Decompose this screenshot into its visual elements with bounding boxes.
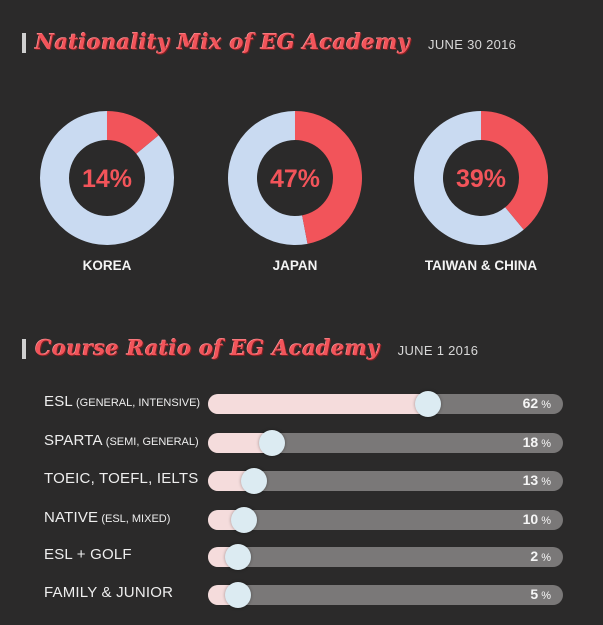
bar-value-number: 10 bbox=[522, 511, 539, 527]
bar-category-note: (SEMI, GENERAL) bbox=[102, 436, 199, 448]
bar-row: SPARTA (SEMI, GENERAL) 18% bbox=[0, 427, 603, 457]
donut-rest-0 bbox=[40, 111, 175, 245]
bar-knob bbox=[241, 468, 268, 494]
donut-slice-1 bbox=[295, 111, 362, 244]
bar-value-number: 62 bbox=[522, 395, 539, 411]
bar-value-unit: % bbox=[541, 438, 551, 450]
course-header: Course Ratio of EG Academy JUNE 1 2016 bbox=[22, 337, 478, 359]
bar-track: 10% bbox=[208, 507, 563, 533]
bar-value-label: 5% bbox=[530, 586, 551, 602]
bar-category-label: FAMILY & JUNIOR bbox=[44, 584, 173, 601]
bar-category-label: ESL (GENERAL, INTENSIVE) bbox=[44, 393, 200, 410]
donut-slice-2 bbox=[481, 111, 548, 230]
bar-row: TOEIC, TOEFL, IELTS 13% bbox=[0, 465, 603, 495]
bar-knob bbox=[225, 544, 251, 570]
nationality-header: Nationality Mix of EG Academy JUNE 30 20… bbox=[22, 31, 516, 53]
bar-category-label: NATIVE (ESL, MIXED) bbox=[44, 509, 170, 526]
donut-category-label: KOREA bbox=[82, 258, 132, 273]
bar-track: 5% bbox=[208, 582, 563, 608]
bar-category-label: ESL + GOLF bbox=[44, 546, 132, 563]
bar-value-label: 13% bbox=[523, 472, 551, 488]
bar-value-label: 18% bbox=[523, 434, 551, 450]
bar-category-name: NATIVE bbox=[44, 509, 99, 526]
donut-value-label: 47% bbox=[270, 165, 320, 193]
bar-value-label: 10% bbox=[523, 511, 551, 527]
bar-track: 18% bbox=[208, 430, 563, 456]
bar-value-label: 62% bbox=[523, 395, 551, 411]
bar-category-name: FAMILY & JUNIOR bbox=[44, 584, 174, 601]
bar-row: ESL (GENERAL, INTENSIVE) 62% bbox=[0, 388, 603, 418]
donut-rest-2 bbox=[413, 111, 524, 245]
bar-value-number: 13 bbox=[522, 472, 539, 488]
bar-category-note: (ESL, MIXED) bbox=[98, 513, 171, 525]
bar-value-unit: % bbox=[541, 476, 551, 488]
bar-knob bbox=[258, 430, 285, 456]
header-marker bbox=[22, 33, 26, 53]
bar-value-unit: % bbox=[541, 590, 551, 602]
nationality-donut-chart: 14% 47% 39% bbox=[40, 111, 548, 245]
bar-category-note: (GENERAL, INTENSIVE) bbox=[72, 397, 201, 409]
course-title: Course Ratio of EG Academy bbox=[35, 335, 380, 360]
bar-category-label: TOEIC, TOEFL, IELTS bbox=[44, 470, 198, 487]
bar-row: NATIVE (ESL, MIXED) 10% bbox=[0, 504, 603, 534]
header-marker bbox=[22, 339, 26, 359]
nationality-title: Nationality Mix of EG Academy bbox=[35, 29, 411, 54]
bar-knob bbox=[230, 507, 257, 533]
bar-category-name: ESL bbox=[44, 393, 73, 410]
bar-value-number: 5 bbox=[530, 586, 539, 602]
nationality-date: JUNE 30 2016 bbox=[428, 37, 517, 52]
bar-value-unit: % bbox=[541, 552, 551, 564]
bar-category-name: TOEIC, TOEFL, IELTS bbox=[44, 470, 199, 487]
bar-value-number: 2 bbox=[530, 548, 539, 564]
bar-category-label: SPARTA (SEMI, GENERAL) bbox=[44, 432, 199, 449]
bar-value-unit: % bbox=[541, 399, 551, 411]
bar-fill bbox=[208, 433, 272, 453]
bar-track: 2% bbox=[208, 544, 563, 570]
bar-value-number: 18 bbox=[522, 434, 539, 450]
bar-track: 13% bbox=[208, 468, 563, 494]
bar-category-name: ESL + GOLF bbox=[44, 546, 132, 563]
donut-value-label: 39% bbox=[456, 165, 506, 193]
bar-category-name: SPARTA bbox=[44, 432, 103, 449]
bar-value-unit: % bbox=[541, 515, 551, 527]
bar-knob bbox=[225, 582, 251, 608]
bar-track: 62% bbox=[208, 391, 563, 417]
donut-slice-0 bbox=[107, 111, 159, 154]
donut-category-label: TAIWAN & CHINA bbox=[424, 258, 538, 273]
bar-value-label: 2% bbox=[530, 548, 551, 564]
bar-knob bbox=[415, 391, 442, 417]
bar-fill bbox=[208, 394, 429, 414]
bar-row: ESL + GOLF 2% bbox=[0, 541, 603, 571]
donut-value-label: 14% bbox=[82, 165, 132, 193]
donut-rest-1 bbox=[227, 111, 308, 245]
bar-row: FAMILY & JUNIOR 5% bbox=[0, 579, 603, 609]
donut-category-label: JAPAN bbox=[272, 258, 318, 273]
course-date: JUNE 1 2016 bbox=[397, 343, 479, 358]
